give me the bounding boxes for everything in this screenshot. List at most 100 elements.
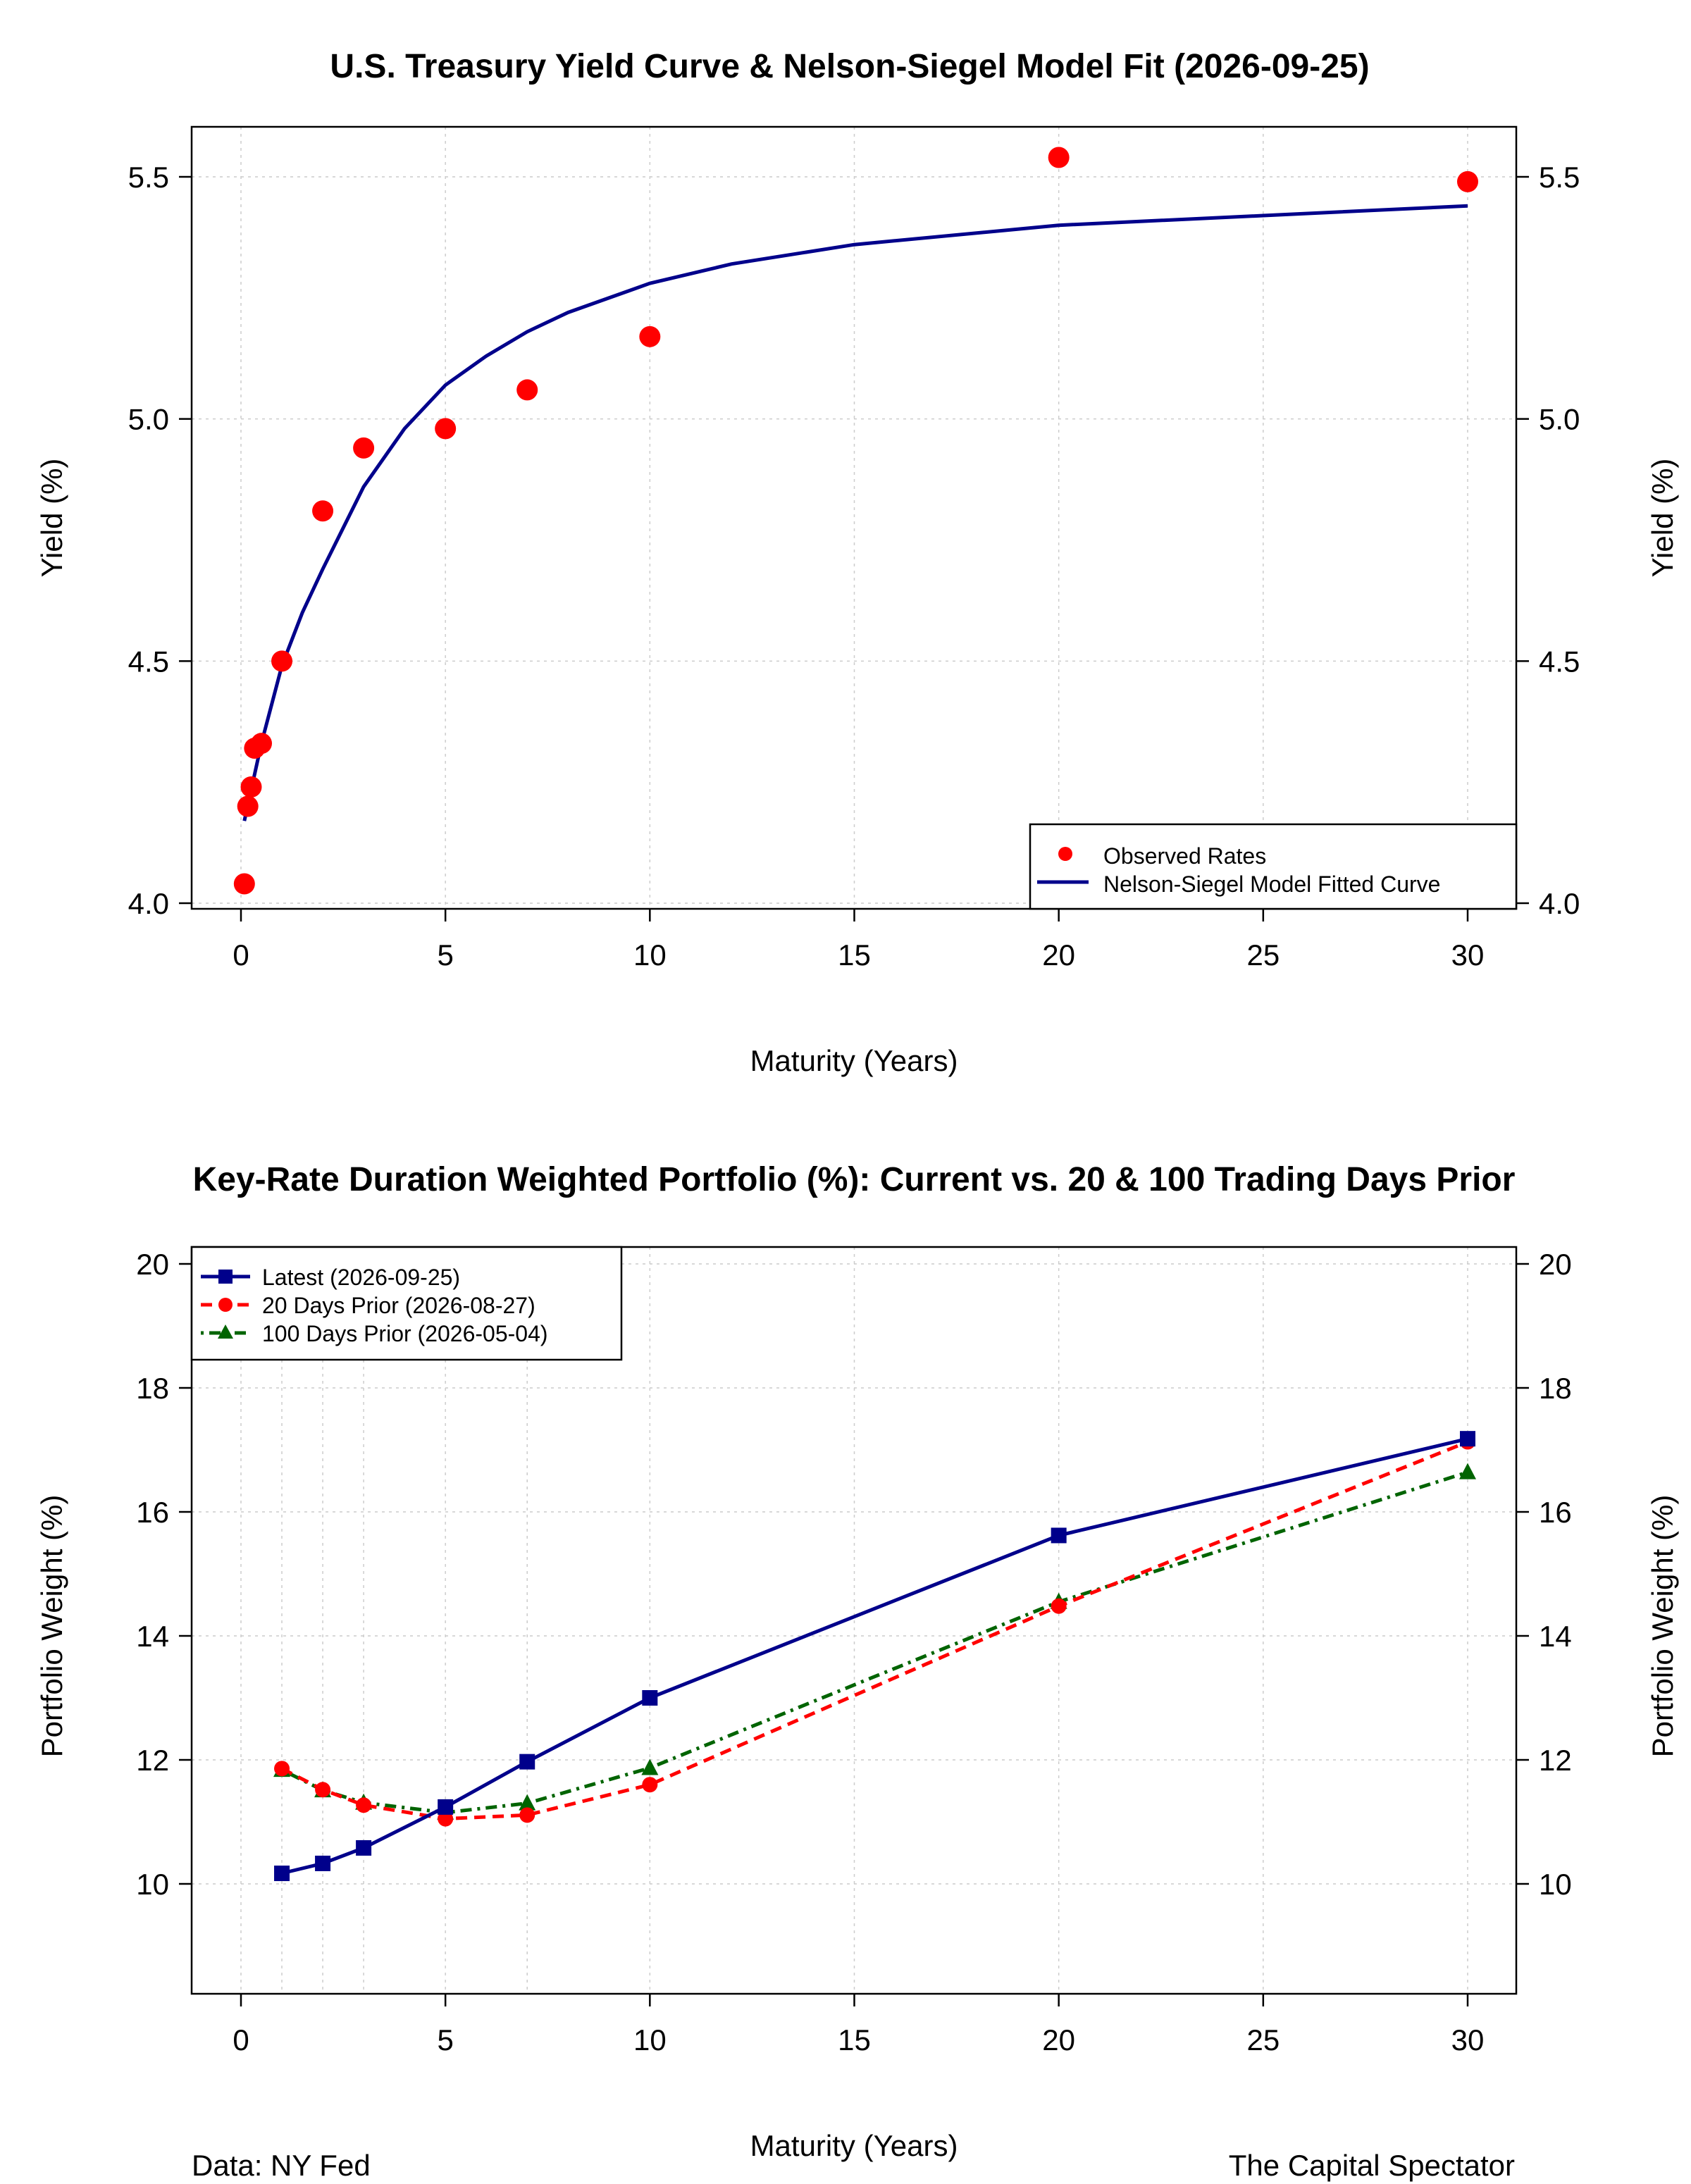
latest-point <box>519 1754 535 1770</box>
yield-chart-x-label: Maturity (Years) <box>750 1044 958 1077</box>
y-tick-label-right: 14 <box>1539 1620 1572 1653</box>
legend-100-days-prior: 100 Days Prior (2026-05-04) <box>262 1321 548 1346</box>
y-tick-label-right: 5.0 <box>1539 403 1580 436</box>
latest-point <box>1460 1431 1475 1447</box>
y-tick-label-left: 16 <box>136 1496 169 1529</box>
observed-rates-legend-marker <box>1058 847 1072 861</box>
yield-curve-panel: U.S. Treasury Yield Curve & Nelson-Siege… <box>35 48 1679 1077</box>
yield-legend-box <box>1029 823 1518 910</box>
latest-point <box>1051 1527 1067 1544</box>
observed-rate-point <box>516 379 538 401</box>
prior100-legend-marker <box>218 1324 233 1339</box>
x-tick-label: 30 <box>1451 938 1485 972</box>
y-tick-label-right: 5.5 <box>1539 161 1580 194</box>
y-tick-label-right: 20 <box>1539 1248 1572 1281</box>
100-days-prior-point <box>641 1758 659 1775</box>
observed-rate-point <box>251 733 273 755</box>
latest-legend-marker <box>218 1270 233 1284</box>
x-tick-label: 10 <box>633 2023 667 2056</box>
observed-rate-point <box>353 437 375 459</box>
x-tick-label: 10 <box>633 938 667 972</box>
footer-data-source: Data: NY Fed <box>192 2149 371 2182</box>
20-days-prior-point <box>1051 1598 1067 1614</box>
yield-chart-y-label-left: Yield (%) <box>35 459 68 578</box>
y-tick-label-right: 18 <box>1539 1372 1572 1405</box>
yield-chart-y-label-right: Yield (%) <box>1646 459 1679 578</box>
portfolio-chart-y-label-right: Portfolio Weight (%) <box>1646 1495 1679 1758</box>
observed-rate-point <box>435 418 457 440</box>
yield-chart-x-axis: 0 5 10 15 20 25 30 <box>233 909 1484 972</box>
y-tick-label-left: 5.5 <box>128 161 169 194</box>
y-tick-label-left: 20 <box>136 1248 169 1281</box>
x-tick-label: 30 <box>1451 2023 1485 2056</box>
y-tick-label-left: 10 <box>136 1868 169 1901</box>
portfolio-chart-x-label: Maturity (Years) <box>750 2129 958 2162</box>
y-tick-label-right: 16 <box>1539 1496 1572 1529</box>
portfolio-weight-panel: Key-Rate Duration Weighted Portfolio (%)… <box>35 1161 1679 2162</box>
20-days-prior-point <box>642 1777 658 1793</box>
observed-rate-point <box>271 650 293 672</box>
x-tick-label: 25 <box>1246 2023 1280 2056</box>
portfolio-chart-title: Key-Rate Duration Weighted Portfolio (%)… <box>193 1161 1516 1198</box>
y-tick-label-right: 12 <box>1539 1744 1572 1777</box>
observed-rate-point <box>237 795 259 817</box>
latest-point <box>274 1866 290 1882</box>
y-tick-label-left: 5.0 <box>128 403 169 436</box>
y-tick-label-right: 10 <box>1539 1868 1572 1901</box>
x-tick-label: 0 <box>233 2023 249 2056</box>
yield-chart-title: U.S. Treasury Yield Curve & Nelson-Siege… <box>330 48 1369 85</box>
portfolio-chart-legend: Latest (2026-09-25) 20 Days Prior (2026-… <box>190 1246 623 1361</box>
latest-point <box>642 1690 658 1706</box>
observed-rate-point <box>233 873 255 895</box>
y-tick-label-left: 18 <box>136 1372 169 1405</box>
y-tick-label-left: 12 <box>136 1744 169 1777</box>
portfolio-chart-grid <box>192 1247 1516 1994</box>
y-tick-label-right: 4.5 <box>1539 645 1580 678</box>
nelson-siegel-fitted-curve <box>242 204 1468 821</box>
x-tick-label: 0 <box>233 938 249 972</box>
x-tick-label: 5 <box>437 2023 453 2056</box>
100-days-prior-point <box>1459 1463 1476 1479</box>
latest-point <box>356 1839 372 1856</box>
observed-rate-point <box>1457 170 1478 192</box>
yield-chart-series <box>233 147 1478 895</box>
y-tick-label-right: 4.0 <box>1539 887 1580 920</box>
100-days-prior-point <box>519 1794 536 1811</box>
latest-point <box>315 1855 331 1871</box>
x-tick-label: 5 <box>437 938 453 972</box>
observed-rate-point <box>312 500 334 522</box>
portfolio-chart-y-axis: 10 10 12 12 14 14 16 16 18 18 20 20 <box>136 1248 1571 1901</box>
legend-observed-rates: Observed Rates <box>1103 843 1266 869</box>
y-tick-label-left: 14 <box>136 1620 169 1653</box>
20-days-prior-point <box>356 1797 372 1813</box>
x-tick-label: 20 <box>1042 2023 1075 2056</box>
latest-point <box>438 1799 454 1815</box>
x-tick-label: 25 <box>1246 938 1280 972</box>
y-tick-label-left: 4.5 <box>128 645 169 678</box>
portfolio-chart-x-axis: 0 5 10 15 20 25 30 <box>233 1994 1484 2056</box>
20-days-prior-point <box>519 1807 535 1823</box>
20-days-prior-point <box>315 1782 331 1798</box>
portfolio-legend-box <box>190 1246 623 1361</box>
20-days-prior-point <box>274 1761 290 1777</box>
footer-credit: The Capital Spectator <box>1229 2149 1515 2182</box>
observed-rate-point <box>639 325 661 347</box>
legend-20-days-prior: 20 Days Prior (2026-08-27) <box>262 1293 535 1318</box>
y-tick-label-left: 4.0 <box>128 887 169 920</box>
observed-rate-point <box>240 776 262 798</box>
x-tick-label: 20 <box>1042 938 1075 972</box>
portfolio-chart-series <box>273 1431 1476 1882</box>
legend-fitted-curve: Nelson-Siegel Model Fitted Curve <box>1103 871 1440 897</box>
prior20-legend-marker <box>218 1298 233 1312</box>
x-tick-label: 15 <box>838 2023 871 2056</box>
legend-latest: Latest (2026-09-25) <box>262 1265 460 1290</box>
20-days-prior-line <box>280 1440 1468 1821</box>
observed-rate-point <box>1048 147 1070 168</box>
20-days-prior-point <box>438 1811 454 1827</box>
yield-chart-legend: Observed Rates Nelson-Siegel Model Fitte… <box>1029 823 1518 910</box>
yield-chart-y-axis: 4.0 4.0 4.5 4.5 5.0 5.0 5.5 5.5 <box>128 161 1580 920</box>
x-tick-label: 15 <box>838 938 871 972</box>
portfolio-chart-y-label-left: Portfolio Weight (%) <box>35 1495 68 1758</box>
